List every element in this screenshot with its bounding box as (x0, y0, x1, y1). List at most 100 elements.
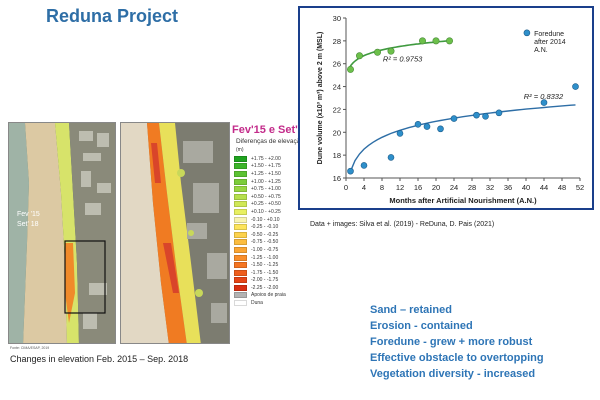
data-point-green (355, 52, 363, 60)
outcome-item: Vegetation diversity - increased (370, 368, 536, 380)
r2-label-green: R² = 0.9753 (383, 54, 423, 63)
x-tick-label: 24 (450, 183, 458, 192)
legend-label: Duna (251, 300, 263, 307)
x-tick-label: 8 (380, 183, 384, 192)
x-tick-label: 0 (344, 183, 348, 192)
legend-swatch (234, 231, 247, 238)
outcomes-list: Sand – retained Erosion - contained Fore… (370, 302, 544, 382)
legend-swatch (234, 284, 247, 291)
legend-swatch (234, 193, 247, 200)
data-point-blue (437, 125, 444, 133)
trendline-blue (349, 104, 576, 172)
y-tick-label: 24 (333, 83, 341, 92)
x-tick-label: 32 (486, 183, 494, 192)
data-point-green (432, 37, 440, 45)
legend-swatch (234, 224, 247, 231)
x-tick-label: 52 (576, 183, 584, 192)
legend-swatch (234, 246, 247, 253)
legend-swatch (234, 262, 247, 269)
y-tick-label: 16 (333, 174, 341, 183)
data-point-blue (360, 162, 368, 169)
legend-item: +0.75 - +1.00 (234, 185, 286, 193)
legend-label: -1.25 - -1.00 (251, 254, 279, 261)
legend-item: +1.25 - +1.50 (234, 170, 286, 178)
legend-header: Diferenças de elevação (236, 138, 304, 145)
data-point-blue (396, 130, 404, 137)
data-point-blue (572, 83, 579, 90)
data-point-blue (540, 99, 548, 106)
x-tick-label: 40 (522, 183, 530, 192)
legend-item: -2.25 - -2.00 (234, 284, 286, 292)
outcome-item: Foredune - grew + more robust (370, 336, 533, 348)
legend-label: -0.75 - -0.50 (251, 239, 279, 246)
legend-label: +1.75 - +2.00 (251, 155, 281, 162)
data-credit: Data + images: Silva et al. (2019) - ReD… (310, 221, 495, 228)
x-tick-label: 28 (468, 183, 476, 192)
y-tick-label: 30 (333, 14, 341, 23)
outcome-item: Sand – retained (370, 304, 452, 316)
legend-swatch (234, 163, 247, 170)
y-tick-label: 28 (333, 37, 341, 46)
legend-swatch (234, 216, 247, 223)
legend-item: -0.75 - -0.50 (234, 239, 286, 247)
data-point-green (446, 37, 454, 45)
legend-item: +0.50 - +0.75 (234, 193, 286, 201)
legend-label-foredune: Foredune after 2014 A.N. (534, 31, 566, 54)
legend-label: -1.75 - -1.50 (251, 269, 279, 276)
legend-swatch (234, 208, 247, 215)
legend-item: Duna (234, 299, 286, 307)
photo-credit: Fonte: CIMA/ESAP, 2019 (10, 346, 50, 350)
legend-item: +1.00 - +1.25 (234, 178, 286, 186)
aerial-photo-detail (120, 122, 230, 344)
x-tick-label: 44 (540, 183, 548, 192)
legend-swatch (234, 277, 247, 284)
legend-title: Fev'15 e Set'18 (232, 124, 311, 136)
elevation-legend: +1.75 - +2.00 +1.50 - +1.75 +1.25 - +1.50 +… (234, 155, 286, 307)
legend-unit: (m) (236, 147, 244, 153)
legend-item: -0.25 - -0.10 (234, 223, 286, 231)
legend-label: -0.25 - -0.10 (251, 224, 279, 231)
legend-swatch (234, 292, 247, 299)
legend-swatch (234, 269, 247, 276)
outcome-item: Erosion - contained (370, 320, 473, 332)
data-point-blue (347, 167, 354, 175)
photo-label-feb15: Fev '15 (17, 211, 40, 218)
legend-marker-foredune (523, 29, 531, 37)
legend-label: +1.00 - +1.25 (251, 178, 281, 185)
legend-swatch (234, 170, 247, 177)
legend-swatch (234, 254, 247, 261)
legend-item: -0.10 - +0.10 (234, 216, 286, 224)
legend-label: -2.00 - -1.75 (251, 277, 279, 284)
legend-label: +0.25 - +0.50 (251, 201, 281, 208)
x-axis-label: Months after Artificial Nourishment (A.N… (389, 196, 537, 205)
legend-item: Apoios de praia (234, 292, 286, 300)
r2-label-blue: R² = 0.8332 (524, 92, 564, 101)
data-point-blue (482, 112, 489, 120)
legend-swatch (234, 178, 247, 185)
legend-item: -1.00 - -0.75 (234, 246, 286, 254)
legend-label: +1.25 - +1.50 (251, 170, 281, 177)
data-point-blue (387, 154, 395, 161)
legend-item: -1.50 - -1.25 (234, 261, 286, 269)
y-tick-label: 18 (333, 151, 341, 160)
x-tick-label: 12 (396, 183, 404, 192)
legend-item: -1.75 - -1.50 (234, 269, 286, 277)
x-tick-label: 4 (362, 183, 366, 192)
legend-swatch (234, 300, 247, 307)
legend-label: +1.50 - +1.75 (251, 163, 281, 170)
y-tick-label: 26 (333, 60, 341, 69)
legend-label: -2.25 - -2.00 (251, 284, 279, 291)
chart-svg: 0 4 8 12 16 20 24 28 32 36 40 44 48 52161820222426283… (317, 14, 584, 205)
aerial-photo-overview: Fev '15 Set' 18 (8, 122, 116, 344)
data-point-green (346, 65, 354, 73)
y-tick-label: 20 (333, 128, 341, 137)
slide-title: Reduna Project (46, 6, 179, 26)
y-axis-label: Dune volume (x10³ m³) above 2 m (MSL) (317, 32, 324, 165)
data-point-blue (450, 115, 458, 122)
legend-item: -1.25 - -1.00 (234, 254, 286, 262)
legend-label: +0.50 - +0.75 (251, 193, 281, 200)
photo-label-sep18: Set' 18 (17, 221, 39, 228)
legend-item: +1.75 - +2.00 (234, 155, 286, 163)
legend-swatch (234, 155, 247, 162)
x-tick-label: 20 (432, 183, 440, 192)
